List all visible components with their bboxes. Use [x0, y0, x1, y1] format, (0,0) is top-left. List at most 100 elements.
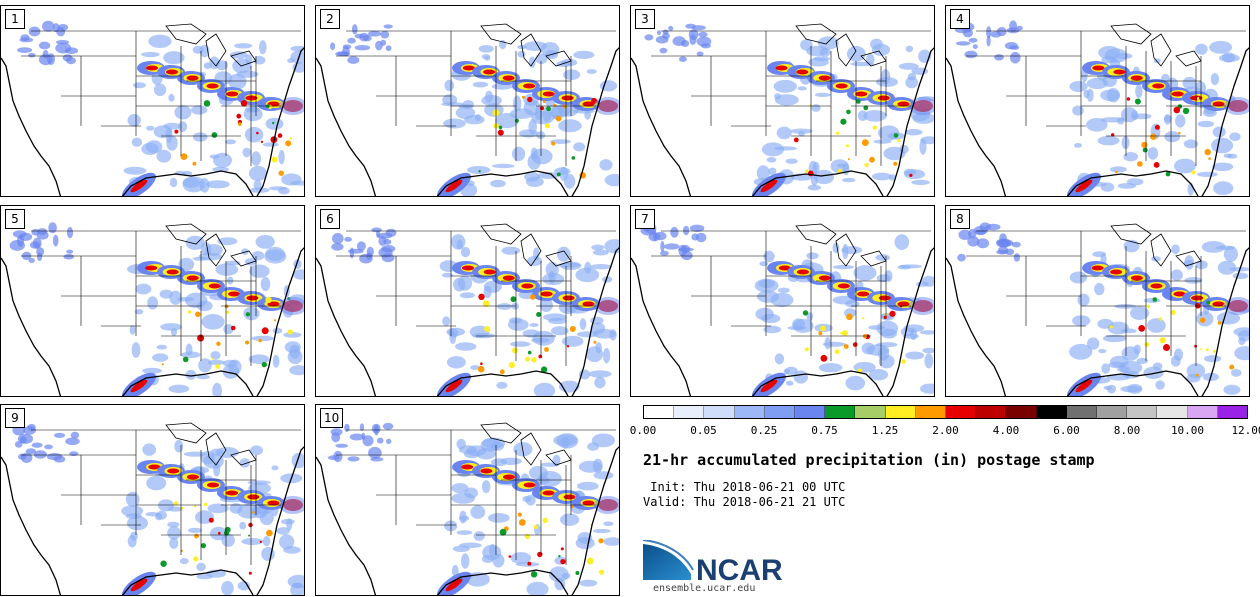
precip-map	[1, 20, 304, 196]
great-lakes	[165, 422, 257, 466]
great-lakes	[1110, 223, 1202, 267]
colorbar-tick-label: 0.05	[690, 424, 717, 437]
member-label: 9	[5, 408, 25, 428]
valid-time: Valid: Thu 2018-06-21 21 UTC	[643, 495, 846, 509]
colorbar-segment-18	[1187, 406, 1218, 418]
precip-field	[331, 227, 619, 396]
ncar-logo: NCAR	[643, 540, 783, 585]
state-boundaries	[336, 429, 616, 565]
colorbar-segment-7	[855, 406, 886, 418]
precip-map	[946, 222, 1249, 396]
colorbar-segment-8	[885, 406, 916, 418]
member-label: 6	[320, 209, 340, 229]
logo-url: ensemble.ucar.edu	[653, 583, 756, 594]
logo-text: NCAR	[696, 554, 783, 585]
coastline	[631, 47, 934, 196]
member-label: 10	[320, 408, 344, 428]
logo-swoosh-icon	[643, 544, 691, 580]
great-lakes	[795, 223, 887, 267]
colorbar-segment-0	[644, 406, 675, 418]
precip-map	[316, 422, 619, 595]
stamp-panel-8: 8	[945, 205, 1250, 397]
precip-map	[631, 23, 934, 196]
colorbar-segment-3	[734, 406, 765, 418]
precip-map	[316, 23, 619, 196]
colorbar-tick-label: 4.00	[992, 424, 1020, 437]
state-boundaries	[336, 30, 616, 166]
state-boundaries	[651, 230, 931, 366]
great-lakes	[165, 223, 257, 267]
member-label: 3	[635, 9, 655, 29]
great-lakes	[480, 422, 572, 466]
colorbar-segment-14	[1066, 406, 1098, 418]
precip-field	[957, 222, 1249, 396]
great-lakes	[480, 223, 572, 267]
precip-field	[12, 423, 304, 595]
colorbar-segment-17	[1157, 406, 1188, 418]
coastline	[316, 47, 619, 196]
member-label: 2	[320, 9, 340, 29]
colorbar-segment-19	[1217, 406, 1248, 418]
colorbar-tick-label: 10.00	[1170, 424, 1205, 437]
stamp-panel-4: 4	[945, 5, 1250, 197]
coastline	[1, 47, 304, 196]
precip-field	[640, 223, 934, 396]
state-boundaries	[21, 230, 301, 366]
member-label: 4	[950, 9, 970, 29]
stamp-panel-9: 9	[0, 404, 305, 596]
state-boundaries	[21, 30, 301, 166]
state-boundaries	[651, 30, 931, 166]
colorbar-segment-2	[704, 406, 735, 418]
great-lakes	[165, 23, 257, 67]
state-boundaries	[336, 230, 616, 366]
chart-title: 21-hr accumulated precipitation (in) pos…	[643, 451, 1095, 469]
coastline	[631, 247, 934, 396]
precip-map	[1, 422, 304, 595]
colorbar-segment-15	[1097, 406, 1128, 418]
stamp-panel-6: 6	[315, 205, 620, 397]
great-lakes	[480, 23, 572, 67]
precip-map	[316, 223, 619, 396]
coastline	[1, 446, 304, 595]
colorbar-segment-16	[1127, 406, 1158, 418]
coastline	[946, 247, 1249, 396]
colorbar-tick-label: 0.25	[750, 424, 778, 437]
colorbar-segment-4	[764, 406, 796, 418]
stamp-panel-1: 1	[0, 5, 305, 197]
coastline	[316, 446, 619, 595]
precip-map	[1, 222, 304, 396]
colorbar-tick-label: 2.00	[932, 424, 959, 437]
state-boundaries	[966, 230, 1246, 366]
precip-field	[17, 20, 304, 196]
colorbar-segment-13	[1036, 406, 1067, 418]
precip-field	[9, 222, 304, 396]
coastline	[1, 247, 304, 396]
colorbar-segment-6	[825, 406, 856, 418]
coastline	[946, 47, 1249, 196]
init-time: Init: Thu 2018-06-21 00 UTC	[643, 480, 846, 494]
coastline	[316, 247, 619, 396]
state-boundaries	[966, 30, 1246, 166]
colorbar-segment-1	[674, 406, 705, 418]
stamp-panel-3: 3	[630, 5, 935, 197]
colorbar-segment-10	[946, 406, 977, 418]
colorbar-tick-label: 12.00	[1231, 424, 1260, 437]
precip-field	[330, 24, 619, 196]
colorbar-segment-9	[915, 406, 947, 418]
precip-map	[631, 223, 934, 396]
great-lakes	[795, 23, 887, 67]
member-label: 8	[950, 209, 970, 229]
member-label: 7	[635, 209, 655, 229]
state-boundaries	[21, 429, 301, 565]
stamp-panel-2: 2	[315, 5, 620, 197]
colorbar-tick-label: 6.00	[1053, 424, 1080, 437]
member-label: 5	[5, 209, 25, 229]
stamp-panel-5: 5	[0, 205, 305, 397]
colorbar-tick-label: 1.25	[871, 424, 899, 437]
colorbar-segment-12	[1006, 406, 1037, 418]
colorbar-tick-label: 8.00	[1113, 424, 1141, 437]
colorbar-segment-11	[976, 406, 1007, 418]
colorbar-tick-label: 0.00	[629, 424, 657, 437]
colorbar-tick-label: 0.75	[811, 424, 838, 437]
colorbar	[643, 405, 1248, 419]
